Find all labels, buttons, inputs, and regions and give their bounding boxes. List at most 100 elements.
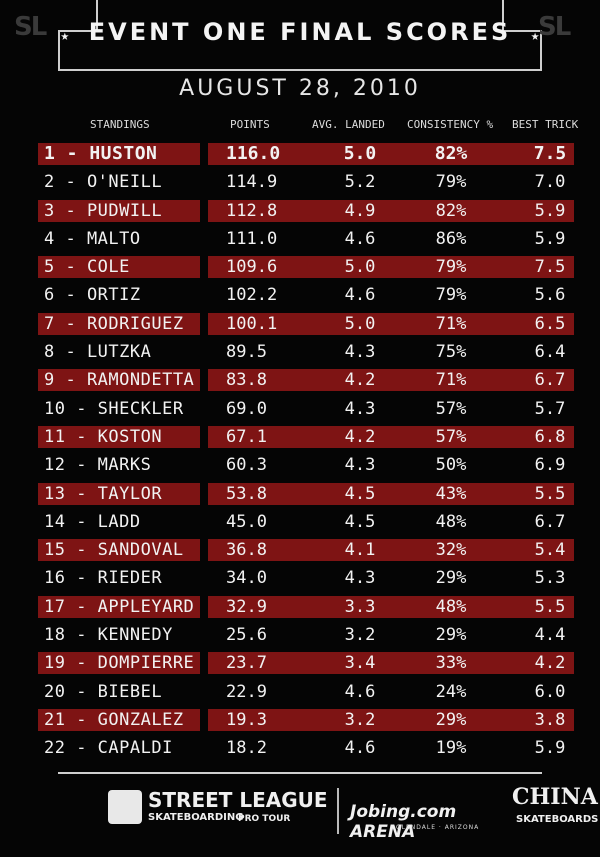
points-value: 18.2	[226, 738, 267, 759]
avg-landed-value: 5.0	[344, 257, 376, 278]
avg-landed-value: 4.6	[344, 285, 376, 306]
header-best-trick: BEST TRICK	[512, 118, 579, 131]
avg-landed-value: 5.0	[344, 313, 376, 334]
consistency-value: 29%	[435, 625, 467, 646]
frame-right-vertical	[540, 30, 542, 70]
table-row: 15 - SANDOVAL 36.8 4.1 32% 5.4	[38, 536, 576, 564]
header-consistency: CONSISTENCY %	[407, 118, 494, 131]
best-trick-value: 6.9	[534, 455, 566, 476]
table-row: 1 - HUSTON 116.0 5.0 82% 7.5	[38, 140, 576, 168]
avg-landed-value: 4.3	[344, 398, 376, 419]
skateboards-text: SKATEBOARDS	[516, 814, 599, 825]
street-league-logo: STREET LEAGUE SKATEBOARDING PRO TOUR	[108, 788, 328, 834]
best-trick-value: 7.5	[534, 257, 566, 278]
table-row: 9 - RAMONDETTA 83.8 4.2 71% 6.7	[38, 366, 576, 394]
best-trick-value: 5.9	[534, 200, 566, 221]
table-row: 21 - GONZALEZ 19.3 3.2 29% 3.8	[38, 706, 576, 734]
rider-name: 13 - TAYLOR	[44, 483, 163, 504]
points-value: 60.3	[226, 455, 267, 476]
sponsor-footer: STREET LEAGUE SKATEBOARDING PRO TOUR Job…	[0, 782, 600, 852]
frame-top-right-line	[502, 0, 504, 30]
row-band	[208, 595, 574, 618]
star-icon: ★	[60, 27, 70, 44]
footer-divider	[58, 772, 542, 774]
points-value: 83.8	[226, 370, 267, 391]
best-trick-value: 3.8	[534, 709, 566, 730]
best-trick-value: 6.5	[534, 313, 566, 334]
points-value: 116.0	[226, 143, 281, 164]
avg-landed-value: 4.5	[344, 511, 376, 532]
frame-right-line	[502, 30, 542, 32]
row-band	[38, 256, 200, 279]
rider-name: 10 - SHECKLER	[44, 398, 184, 419]
row-band	[208, 708, 574, 731]
street-league-text: STREET LEAGUE	[148, 788, 328, 812]
best-trick-value: 6.7	[534, 511, 566, 532]
skateboarding-text: SKATEBOARDING	[148, 812, 244, 823]
points-value: 36.8	[226, 540, 267, 561]
table-row: 17 - APPLEYARD 32.9 3.3 48% 5.5	[38, 593, 576, 621]
points-value: 89.5	[226, 342, 267, 363]
avg-landed-value: 3.2	[344, 625, 376, 646]
best-trick-value: 5.4	[534, 540, 566, 561]
row-band	[208, 652, 574, 675]
table-row: 13 - TAYLOR 53.8 4.5 43% 5.5	[38, 480, 576, 508]
table-row: 11 - KOSTON 67.1 4.2 57% 6.8	[38, 423, 576, 451]
skater-icon	[108, 790, 142, 824]
avg-landed-value: 3.2	[344, 709, 376, 730]
consistency-value: 48%	[435, 511, 467, 532]
rider-name: 9 - RAMONDETTA	[44, 370, 195, 391]
table-row: 6 - ORTIZ 102.2 4.6 79% 5.6	[38, 281, 576, 309]
avg-landed-value: 4.6	[344, 738, 376, 759]
standings-table: 1 - HUSTON 116.0 5.0 82% 7.5 2 - O'NEILL…	[38, 140, 576, 763]
points-value: 32.9	[226, 596, 267, 617]
rider-name: 11 - KOSTON	[44, 426, 163, 447]
points-value: 67.1	[226, 426, 267, 447]
row-band	[38, 312, 200, 335]
rider-name: 6 - ORTIZ	[44, 285, 141, 306]
consistency-value: 29%	[435, 709, 467, 730]
avg-landed-value: 4.6	[344, 228, 376, 249]
rider-name: 18 - KENNEDY	[44, 625, 173, 646]
table-row: 14 - LADD 45.0 4.5 48% 6.7	[38, 508, 576, 536]
consistency-value: 79%	[435, 172, 467, 193]
avg-landed-value: 5.2	[344, 172, 376, 193]
consistency-value: 79%	[435, 285, 467, 306]
rider-name: 19 - DOMPIERRE	[44, 653, 195, 674]
avg-landed-value: 4.1	[344, 540, 376, 561]
best-trick-value: 6.4	[534, 342, 566, 363]
consistency-value: 82%	[434, 143, 468, 164]
best-trick-value: 6.0	[534, 681, 566, 702]
consistency-value: 71%	[435, 313, 467, 334]
consistency-value: 71%	[435, 370, 467, 391]
rider-name: 3 - PUDWILL	[44, 200, 163, 221]
row-band	[38, 199, 200, 222]
corner-logo-right: SL	[538, 12, 571, 42]
jobing-arena-logo: Jobing.com ARENA GLENDALE · ARIZONA	[350, 790, 500, 842]
row-band	[208, 256, 574, 279]
header-standings: STANDINGS	[90, 118, 150, 131]
avg-landed-value: 4.5	[344, 483, 376, 504]
points-value: 22.9	[226, 681, 267, 702]
row-band	[38, 482, 200, 505]
points-value: 114.9	[226, 172, 278, 193]
best-trick-value: 5.9	[534, 738, 566, 759]
avg-landed-value: 4.2	[344, 426, 376, 447]
rider-name: 1 - HUSTON	[44, 143, 158, 164]
header-avg-landed: AVG. LANDED	[312, 118, 385, 131]
page-title: EVENT ONE FINAL SCORES	[88, 18, 512, 46]
avg-landed-value: 4.6	[344, 681, 376, 702]
row-band	[208, 482, 574, 505]
rider-name: 21 - GONZALEZ	[44, 709, 184, 730]
corner-logo-left: SL	[14, 12, 47, 42]
consistency-value: 19%	[435, 738, 467, 759]
row-band	[38, 652, 200, 675]
consistency-value: 82%	[435, 200, 467, 221]
jobing-location-text: GLENDALE · ARIZONA	[396, 824, 480, 831]
table-row: 4 - MALTO 111.0 4.6 86% 5.9	[38, 225, 576, 253]
pro-tour-text: PRO TOUR	[238, 814, 291, 824]
table-row: 8 - LUTZKA 89.5 4.3 75% 6.4	[38, 338, 576, 366]
consistency-value: 86%	[435, 228, 467, 249]
points-value: 19.3	[226, 709, 267, 730]
row-band	[38, 539, 200, 562]
